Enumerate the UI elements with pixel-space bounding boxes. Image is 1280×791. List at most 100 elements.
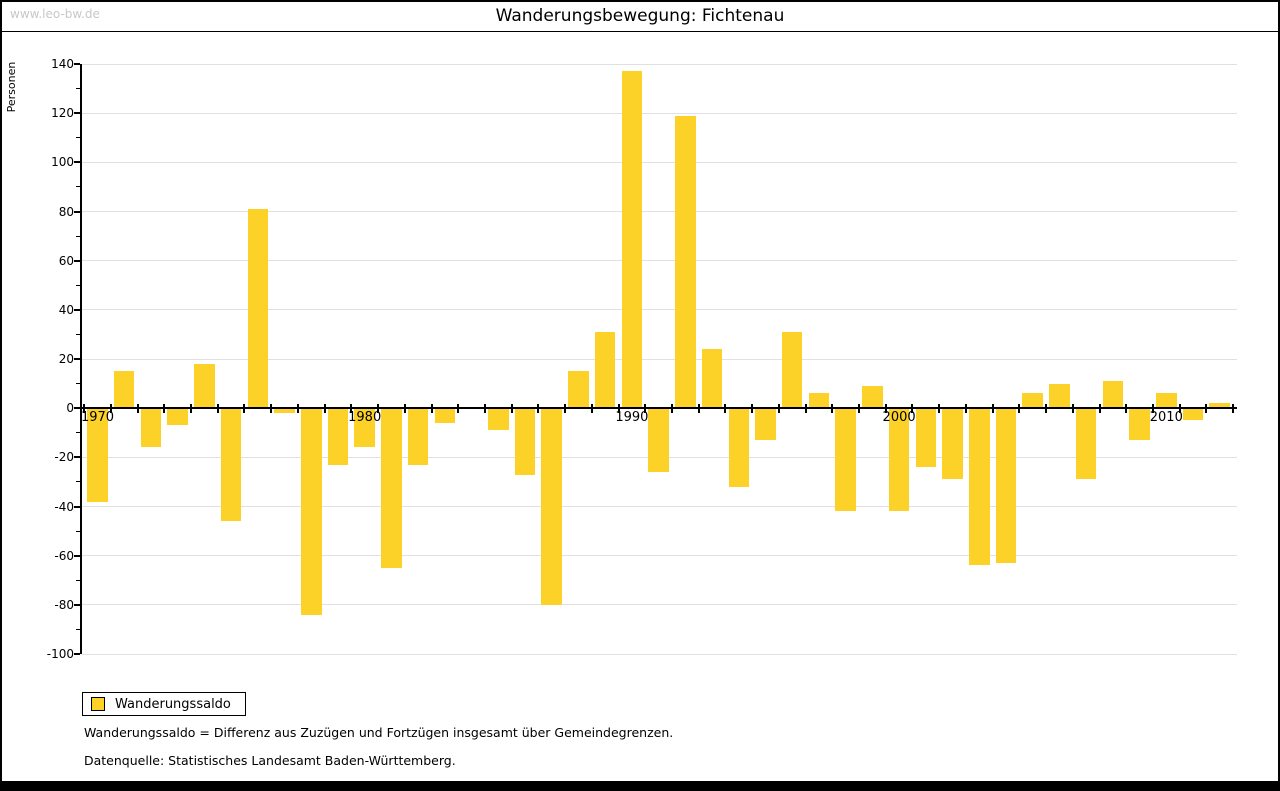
x-axis-tick	[1098, 404, 1101, 414]
bar-1992	[675, 115, 696, 409]
y-axis-minor-tick	[76, 481, 80, 483]
y-axis-tick-label: 60	[58, 253, 74, 268]
bar-2011	[1182, 408, 1204, 421]
x-axis-tick	[1045, 404, 1048, 414]
bar-1973	[167, 408, 188, 426]
x-axis-tick	[163, 404, 166, 414]
x-axis-tick	[1151, 404, 1154, 414]
y-axis-tick	[74, 554, 80, 557]
bar-1996	[781, 331, 803, 409]
bar-2005	[1022, 393, 1043, 409]
x-axis-tick	[911, 404, 914, 414]
x-axis-year-label: 1980	[348, 410, 382, 426]
x-axis-tick	[1125, 404, 1128, 414]
bar-1972	[140, 408, 162, 448]
bar-1982	[407, 408, 429, 465]
y-axis-tick	[74, 653, 80, 655]
x-axis-tick	[430, 404, 433, 414]
y-axis-tick	[74, 112, 80, 115]
header-band: www.leo-bw.de Wanderungsbewegung: Fichte…	[2, 2, 1278, 32]
x-axis-tick	[804, 404, 807, 414]
x-axis-tick	[350, 404, 353, 414]
x-axis-tick	[83, 404, 86, 414]
footnote-definition: Wanderungssaldo = Differenz aus Zuzügen …	[84, 725, 674, 740]
bar-2003	[969, 408, 990, 566]
y-axis-minor-tick	[76, 137, 80, 139]
bar-1978	[301, 408, 322, 615]
y-axis-tick-label: -60	[54, 548, 74, 563]
bar-1979	[327, 408, 349, 465]
x-axis-tick	[1178, 404, 1181, 414]
bar-1993	[701, 349, 723, 409]
x-axis-tick	[991, 404, 994, 414]
y-axis-minor-tick	[76, 383, 80, 385]
x-axis-tick	[884, 404, 887, 414]
y-axis-tick	[74, 358, 80, 360]
bar-2008	[1102, 381, 1124, 409]
x-axis-tick	[403, 404, 406, 414]
watermark-text: www.leo-bw.de	[10, 7, 100, 21]
gridline	[82, 63, 1237, 65]
y-axis-tick-label: -100	[46, 647, 74, 661]
y-axis-tick-label: 120	[51, 106, 74, 121]
y-axis-minor-tick	[76, 284, 80, 286]
bar-1994	[728, 408, 750, 487]
x-axis-tick	[831, 404, 834, 414]
bar-2002	[942, 408, 963, 480]
x-axis-year-label: 2000	[882, 410, 916, 426]
bar-1990	[621, 71, 643, 409]
y-axis-tick-label: -20	[54, 450, 74, 465]
x-axis-tick	[724, 404, 727, 414]
bar-1991	[648, 408, 669, 473]
x-axis-tick	[216, 404, 219, 414]
legend: Wanderungssaldo	[82, 692, 246, 716]
x-axis-tick	[697, 404, 700, 414]
x-axis-line	[82, 407, 1237, 410]
gridline	[82, 309, 1237, 311]
x-axis-tick	[190, 404, 193, 414]
x-axis-tick	[751, 404, 754, 414]
bar-2007	[1075, 408, 1097, 480]
bar-1998	[835, 408, 856, 512]
bar-1987	[541, 408, 562, 605]
x-axis-tick	[1018, 404, 1021, 414]
x-axis-tick	[296, 404, 299, 414]
gridline	[82, 653, 1237, 655]
gridline	[82, 555, 1237, 557]
y-axis-minor-tick	[76, 579, 80, 581]
y-axis-tick	[74, 308, 80, 311]
x-axis-year-label: 1970	[80, 410, 115, 426]
bar-1981	[381, 408, 402, 568]
y-axis-minor-tick	[76, 628, 80, 630]
x-axis-tick	[1205, 404, 1208, 414]
y-axis-tick	[74, 161, 80, 164]
bar-2006	[1049, 383, 1070, 409]
legend-swatch	[91, 697, 105, 711]
bar-1976	[247, 209, 269, 409]
y-axis-tick	[74, 456, 80, 459]
x-axis-tick	[670, 404, 673, 414]
bar-1997	[808, 393, 830, 409]
x-axis-tick	[109, 404, 112, 414]
y-axis-minor-tick	[76, 235, 80, 237]
x-axis-tick	[644, 404, 647, 414]
y-axis-tick-label: -40	[54, 499, 74, 514]
bar-1980	[354, 408, 375, 448]
bar-2001	[915, 408, 937, 468]
bar-1970	[87, 408, 108, 502]
gridline	[82, 211, 1237, 212]
y-axis-minor-tick	[76, 432, 80, 434]
bar-1999	[862, 386, 883, 409]
x-axis-tick	[136, 404, 139, 414]
chart-title: Wanderungsbewegung: Fichtenau	[495, 6, 785, 26]
y-axis-tick	[74, 505, 80, 508]
bar-1975	[220, 408, 242, 522]
plot-area: -100 -80 -60 -40 -20 0 20 40 60 80 100 120 140 1970 19…	[47, 57, 1237, 661]
y-axis-tick	[74, 259, 80, 262]
gridline	[82, 604, 1237, 606]
y-axis-tick-label: -80	[54, 597, 74, 612]
x-axis-tick	[483, 404, 486, 414]
bar-1974	[194, 363, 215, 409]
x-axis-tick	[537, 404, 540, 414]
